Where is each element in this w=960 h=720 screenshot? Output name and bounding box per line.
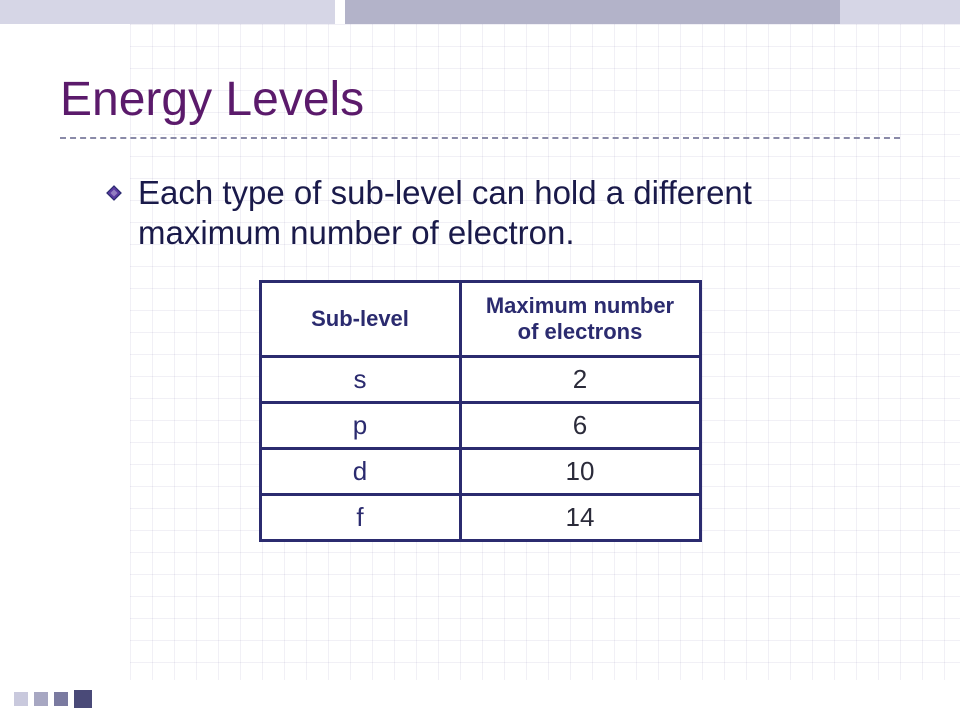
title-underline <box>60 137 900 139</box>
cell-max: 10 <box>460 449 700 495</box>
top-decorative-bar <box>0 0 960 24</box>
cell-max: 14 <box>460 495 700 541</box>
topbar-segment <box>0 0 335 24</box>
sublevel-table: Sub-level Maximum number of electrons s … <box>259 280 702 543</box>
diamond-bullet-icon <box>104 183 124 208</box>
table-row: p 6 <box>260 403 700 449</box>
deco-square <box>34 692 48 706</box>
cell-sublevel: p <box>260 403 460 449</box>
cell-max: 6 <box>460 403 700 449</box>
cell-sublevel: d <box>260 449 460 495</box>
topbar-segment <box>840 0 960 24</box>
table-row: s 2 <box>260 357 700 403</box>
bullet-item: Each type of sub-level can hold a differ… <box>104 173 880 254</box>
cell-sublevel: f <box>260 495 460 541</box>
table-row: d 10 <box>260 449 700 495</box>
deco-square <box>14 692 28 706</box>
slide-title: Energy Levels <box>60 72 900 127</box>
cell-max: 2 <box>460 357 700 403</box>
cell-sublevel: s <box>260 357 460 403</box>
table-header-max-electrons: Maximum number of electrons <box>460 281 700 357</box>
deco-square <box>74 690 92 708</box>
topbar-segment <box>335 0 345 24</box>
bottom-decorative-squares <box>0 690 92 708</box>
deco-square <box>54 692 68 706</box>
table-row: f 14 <box>260 495 700 541</box>
table-header-sublevel: Sub-level <box>260 281 460 357</box>
slide-body: Energy Levels Each type of sub-level can… <box>0 24 960 720</box>
table-header-row: Sub-level Maximum number of electrons <box>260 281 700 357</box>
bullet-text: Each type of sub-level can hold a differ… <box>138 173 880 254</box>
topbar-segment <box>345 0 840 24</box>
